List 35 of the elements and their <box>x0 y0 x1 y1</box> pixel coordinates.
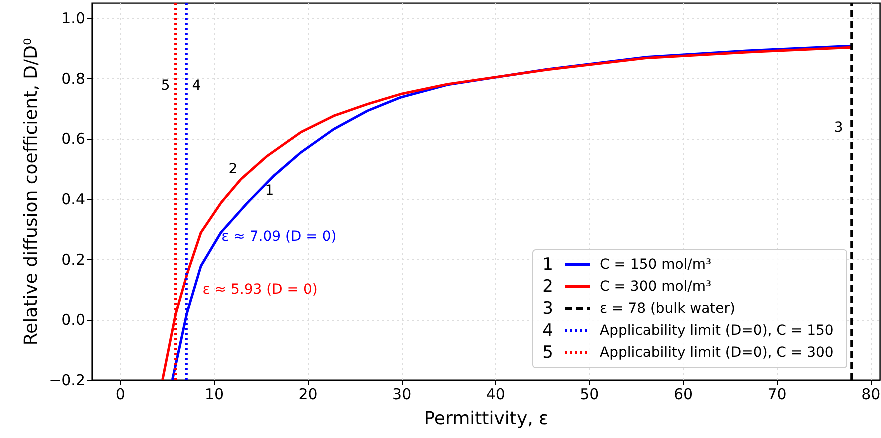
text: 5 <box>542 343 554 363</box>
text: 4 <box>542 321 554 341</box>
x-tick-label: 40 <box>486 386 506 404</box>
annotation: 3 <box>834 120 844 136</box>
y-tick-label: 1.0 <box>62 10 86 28</box>
x-tick-label: 30 <box>392 386 412 404</box>
x-tick-label: 80 <box>862 386 881 404</box>
text: 1 <box>542 255 554 275</box>
legend-label: ε = 78 (bulk water) <box>600 301 736 317</box>
text: 2 <box>542 277 554 297</box>
x-axis-title: Permittivity, ε <box>424 408 549 430</box>
annotation: 4 <box>192 78 202 94</box>
y-tick-label: 0.0 <box>62 311 86 330</box>
annotation: 1 <box>265 182 274 199</box>
text: 3 <box>542 299 554 319</box>
y-tick-label: 0.8 <box>62 70 86 88</box>
annotation: 2 <box>228 161 238 178</box>
x-tick-label: 60 <box>674 386 694 404</box>
y-axis-title: Relative diffusion coefficient, D/D⁰ <box>21 38 42 346</box>
annotation: ε ≈ 5.93 (D = 0) <box>202 282 318 298</box>
x-tick-label: 0 <box>116 386 126 404</box>
annotation: ε ≈ 7.09 (D = 0) <box>222 229 337 245</box>
legend-label: C = 300 mol/m³ <box>600 279 712 295</box>
legend-label: Applicability limit (D=0), C = 150 <box>600 323 834 339</box>
x-tick-label: 10 <box>204 386 224 404</box>
x-tick-label: 50 <box>580 386 600 404</box>
y-tick-label: 0.6 <box>62 130 86 148</box>
legend-label: C = 150 mol/m³ <box>600 257 712 273</box>
y-tick-label: −0.2 <box>49 372 86 390</box>
x-tick-label: 70 <box>768 386 787 404</box>
x-tick-label: 20 <box>298 386 318 404</box>
annotation: 5 <box>161 78 170 94</box>
y-tick-label: 0.2 <box>62 250 86 269</box>
legend-label: Applicability limit (D=0), C = 300 <box>600 345 834 361</box>
y-tick-label: 0.4 <box>62 190 86 209</box>
